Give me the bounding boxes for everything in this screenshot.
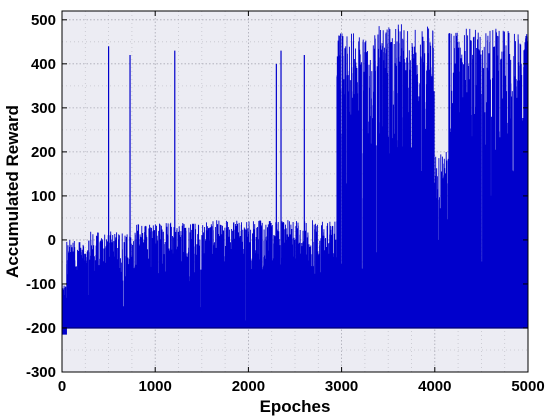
x-tick-label: 1000 <box>139 378 172 395</box>
y-tick-label: 400 <box>31 56 56 73</box>
y-tick-label: 200 <box>31 144 56 161</box>
y-tick-label: 300 <box>31 100 56 117</box>
x-tick-label: 4000 <box>418 378 451 395</box>
plot-frame <box>61 10 529 373</box>
x-tick-label: 5000 <box>511 378 544 395</box>
y-tick-label: -200 <box>26 320 56 337</box>
y-tick-label: 0 <box>48 232 56 249</box>
y-axis: -300 -200 -100 0 100 200 300 400 500 <box>26 12 528 381</box>
y-tick-label: -300 <box>26 364 56 381</box>
x-axis-title: Epoches <box>260 397 331 416</box>
y-tick-label: 500 <box>31 12 56 29</box>
y-tick-label: -100 <box>26 276 56 293</box>
x-axis: 0 1000 2000 3000 4000 5000 <box>58 11 545 395</box>
x-tick-label: 0 <box>58 378 66 395</box>
reward-series <box>61 24 529 335</box>
y-axis-title: Accumulated Reward <box>3 105 22 278</box>
x-tick-label: 2000 <box>232 378 265 395</box>
y-tick-label: 100 <box>31 188 56 205</box>
x-tick-label: 3000 <box>325 378 358 395</box>
